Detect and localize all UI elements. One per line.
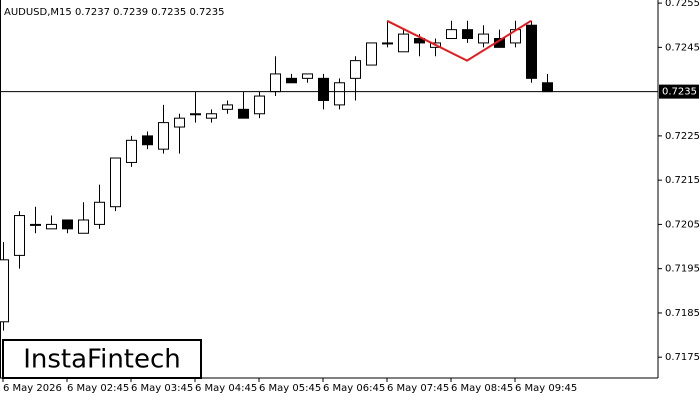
candle-body (318, 77, 329, 101)
candle-body (222, 104, 233, 110)
candle-body (142, 135, 153, 146)
candle-body (446, 29, 457, 40)
candle-body (366, 42, 377, 66)
candle-body (542, 82, 553, 93)
current-price-box (659, 84, 699, 99)
candle-body (254, 95, 265, 115)
candle-body (238, 108, 249, 119)
y-tick-label: 0.7175 (665, 352, 700, 363)
candle-body (526, 24, 537, 79)
x-tick-label: 6 May 07:45 (387, 383, 449, 394)
y-tick-label: 0.7185 (665, 308, 700, 319)
candle-body (46, 223, 57, 230)
candle-body (30, 223, 41, 226)
y-tick-label: 0.7225 (665, 131, 700, 142)
candle-body (126, 139, 137, 163)
y-tick-label: 0.7195 (665, 264, 700, 275)
candle-body (62, 219, 73, 230)
candle-body (334, 82, 345, 106)
candle-body (478, 33, 489, 44)
candle-body (0, 259, 9, 323)
candle-body (286, 77, 297, 84)
y-tick-label: 0.7255 (665, 0, 700, 9)
candle-body (462, 29, 473, 40)
pattern-line (386, 19, 532, 62)
candle-body (206, 113, 217, 119)
x-tick-label: 6 May 09:45 (515, 383, 577, 394)
x-tick-label: 6 May 08:45 (451, 383, 513, 394)
x-tick-label: 6 May 2026 (3, 383, 62, 394)
candle-body (398, 33, 409, 53)
candle-body (190, 113, 201, 116)
y-tick-label: 0.7245 (665, 42, 700, 53)
x-tick-label: 6 May 03:45 (131, 383, 193, 394)
logo-box (2, 339, 202, 379)
x-tick-label: 6 May 04:45 (195, 383, 257, 394)
candle-body (350, 60, 361, 79)
candle-body (302, 73, 313, 79)
candle-body (382, 42, 393, 45)
candle-body (110, 157, 121, 208)
candle-body (158, 122, 169, 150)
logo: InstaFintech (23, 345, 181, 375)
y-tick-label: 0.7205 (665, 219, 700, 230)
x-tick-label: 6 May 05:45 (259, 383, 321, 394)
y-tick-label: 0.7215 (665, 175, 700, 186)
candle-body (414, 38, 425, 44)
candle-body (78, 219, 89, 234)
candle-body (94, 201, 105, 225)
x-tick-label: 6 May 02:45 (67, 383, 129, 394)
candle-body (14, 215, 25, 256)
x-tick-label: 6 May 06:45 (323, 383, 385, 394)
current-price-label: 0.7235 (662, 87, 697, 98)
candle-body (174, 117, 185, 128)
candle-body (270, 73, 281, 93)
chart-title: AUDUSD,M15 0.7237 0.7239 0.7235 0.7235 (4, 7, 224, 18)
